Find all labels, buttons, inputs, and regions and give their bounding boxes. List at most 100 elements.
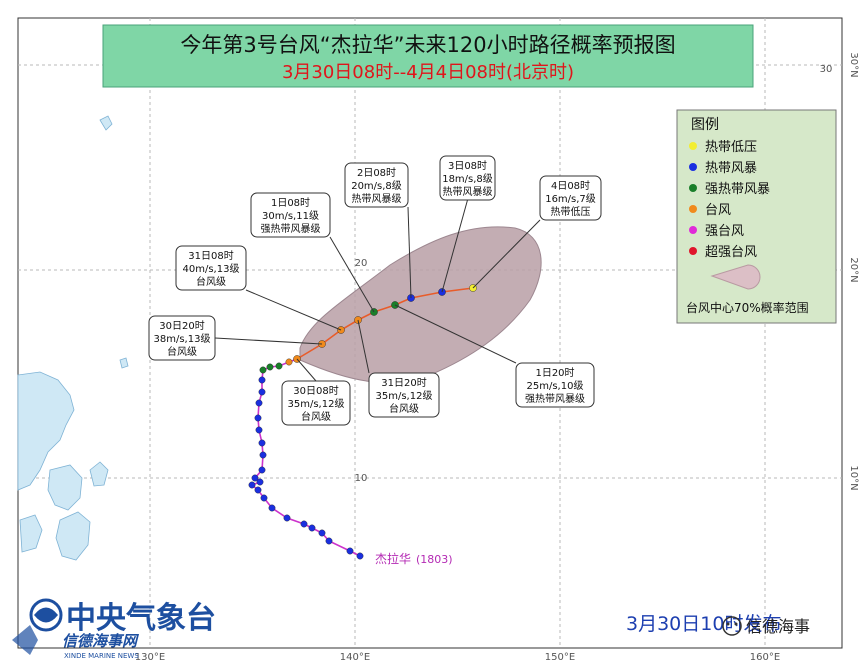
track-point — [256, 478, 264, 486]
callout-line: 18m/s,8级 — [442, 173, 493, 185]
callout-line: 38m/s,13级 — [154, 333, 211, 345]
callout-box — [439, 155, 496, 201]
track-point — [300, 520, 308, 528]
title-main: 今年第3号台风“杰拉华”未来120小时路径概率预报图 — [180, 33, 675, 57]
callout-box — [175, 245, 247, 291]
callout-leader — [214, 337, 323, 345]
title-box: 今年第3号台风“杰拉华”未来120小时路径概率预报图 3月30日08时--4月4… — [102, 24, 754, 88]
track-point — [346, 547, 354, 555]
callout-line: 2日08时 — [357, 167, 396, 179]
watermark-cn: 信德海事网 — [62, 632, 140, 650]
legend-label: 热带风暴 — [705, 161, 757, 176]
callout-line: 35m/s,12级 — [376, 390, 433, 402]
track-point — [255, 399, 263, 407]
callout-leader — [296, 358, 317, 382]
callout-leader — [407, 206, 412, 299]
lat-label-30: 30°N — [848, 52, 859, 77]
wechat-icon — [722, 616, 742, 636]
legend-item: 热带低压 — [689, 140, 757, 155]
legend-title: 图例 — [691, 117, 719, 133]
callout-line: 30m/s,11级 — [262, 210, 319, 222]
track-point — [318, 529, 326, 537]
lat-label-20: 20°N — [848, 257, 859, 282]
cma-logo-mark — [34, 607, 58, 623]
callout-leader — [441, 199, 468, 293]
track-point — [268, 504, 276, 512]
lon-label-150: 150°E — [545, 652, 575, 663]
track-point — [266, 363, 274, 371]
callout-line: 1日08时 — [271, 197, 310, 209]
callout-leader — [472, 219, 541, 289]
track-point — [259, 366, 267, 374]
lat-label-10: 10°N — [848, 465, 859, 490]
legend-item: 强热带风暴 — [689, 182, 770, 197]
callout-line: 热带风暴级 — [352, 192, 402, 205]
track-point — [275, 362, 283, 370]
callout-line: 16m/s,7级 — [545, 193, 596, 205]
lon-label-130: 130°E — [135, 652, 165, 663]
callout-line: 31日08时 — [188, 250, 233, 262]
track-point — [255, 426, 263, 434]
lat-inner-10: 10 — [355, 473, 368, 484]
issue-time: 3月30日10时发布 — [626, 613, 781, 635]
lon-label-140: 140°E — [340, 652, 370, 663]
watermark-en: XINDE MARINE NEWS — [64, 652, 139, 660]
callout-leader — [357, 319, 370, 374]
lon-label-160: 160°E — [750, 652, 780, 663]
legend-item: 热带风暴 — [689, 161, 757, 176]
typhoon-name: 杰拉华 — [375, 551, 411, 566]
footer: 中央气象台 信德海事网 XINDE MARINE NEWS 3月30日10时发布… — [12, 598, 810, 660]
callout-line: 25m/s,10级 — [527, 380, 584, 392]
track-point — [325, 537, 333, 545]
land-philippines — [17, 115, 129, 561]
callout-box — [250, 192, 331, 238]
legend-label: 超强台风 — [705, 245, 757, 260]
callout-line: 31日20时 — [381, 377, 426, 389]
track-point — [254, 414, 262, 422]
callout-line: 40m/s,13级 — [183, 263, 240, 275]
track-point — [308, 524, 316, 532]
callout-line: 4日08时 — [551, 180, 590, 192]
track-points — [248, 284, 477, 560]
legend-swatch-icon — [689, 205, 697, 213]
legend-label: 强台风 — [705, 224, 744, 239]
watermark-logo-icon — [12, 625, 38, 655]
callout-line: 20m/s,8级 — [351, 180, 402, 192]
typhoon-number: (1803) — [416, 553, 453, 566]
legend-item: 强台风 — [689, 224, 744, 239]
legend-swatch-icon — [689, 163, 697, 171]
callout-line: 30日08时 — [293, 385, 338, 397]
callout-line: 强热带风暴级 — [525, 392, 585, 405]
legend-item: 超强台风 — [689, 245, 757, 260]
callout-box — [148, 315, 216, 361]
callout-line: 强热带风暴级 — [261, 222, 321, 235]
callout-line: 热带风暴级 — [443, 185, 493, 198]
legend-prob-label: 台风中心70%概率范围 — [686, 300, 809, 315]
legend-cone-swatch — [710, 264, 761, 290]
track-point — [259, 451, 267, 459]
callout-line: 30日20时 — [159, 320, 204, 332]
wechat-account: 信德海事 — [746, 617, 810, 636]
lat-inner-20: 20 — [355, 258, 368, 269]
cma-logo-icon — [29, 598, 63, 632]
track-point — [260, 494, 268, 502]
legend-swatch-icon — [689, 247, 697, 255]
track-point — [258, 388, 266, 396]
track-point — [251, 474, 259, 482]
legend-label: 台风 — [705, 203, 731, 218]
title-sub: 3月30日08时--4月4日08时(北京时) — [282, 62, 574, 83]
callout-line: 3日08时 — [448, 160, 487, 172]
callout-line: 热带低压 — [551, 205, 591, 218]
callout-leader — [245, 289, 342, 331]
callout-line: 台风级 — [389, 402, 419, 415]
